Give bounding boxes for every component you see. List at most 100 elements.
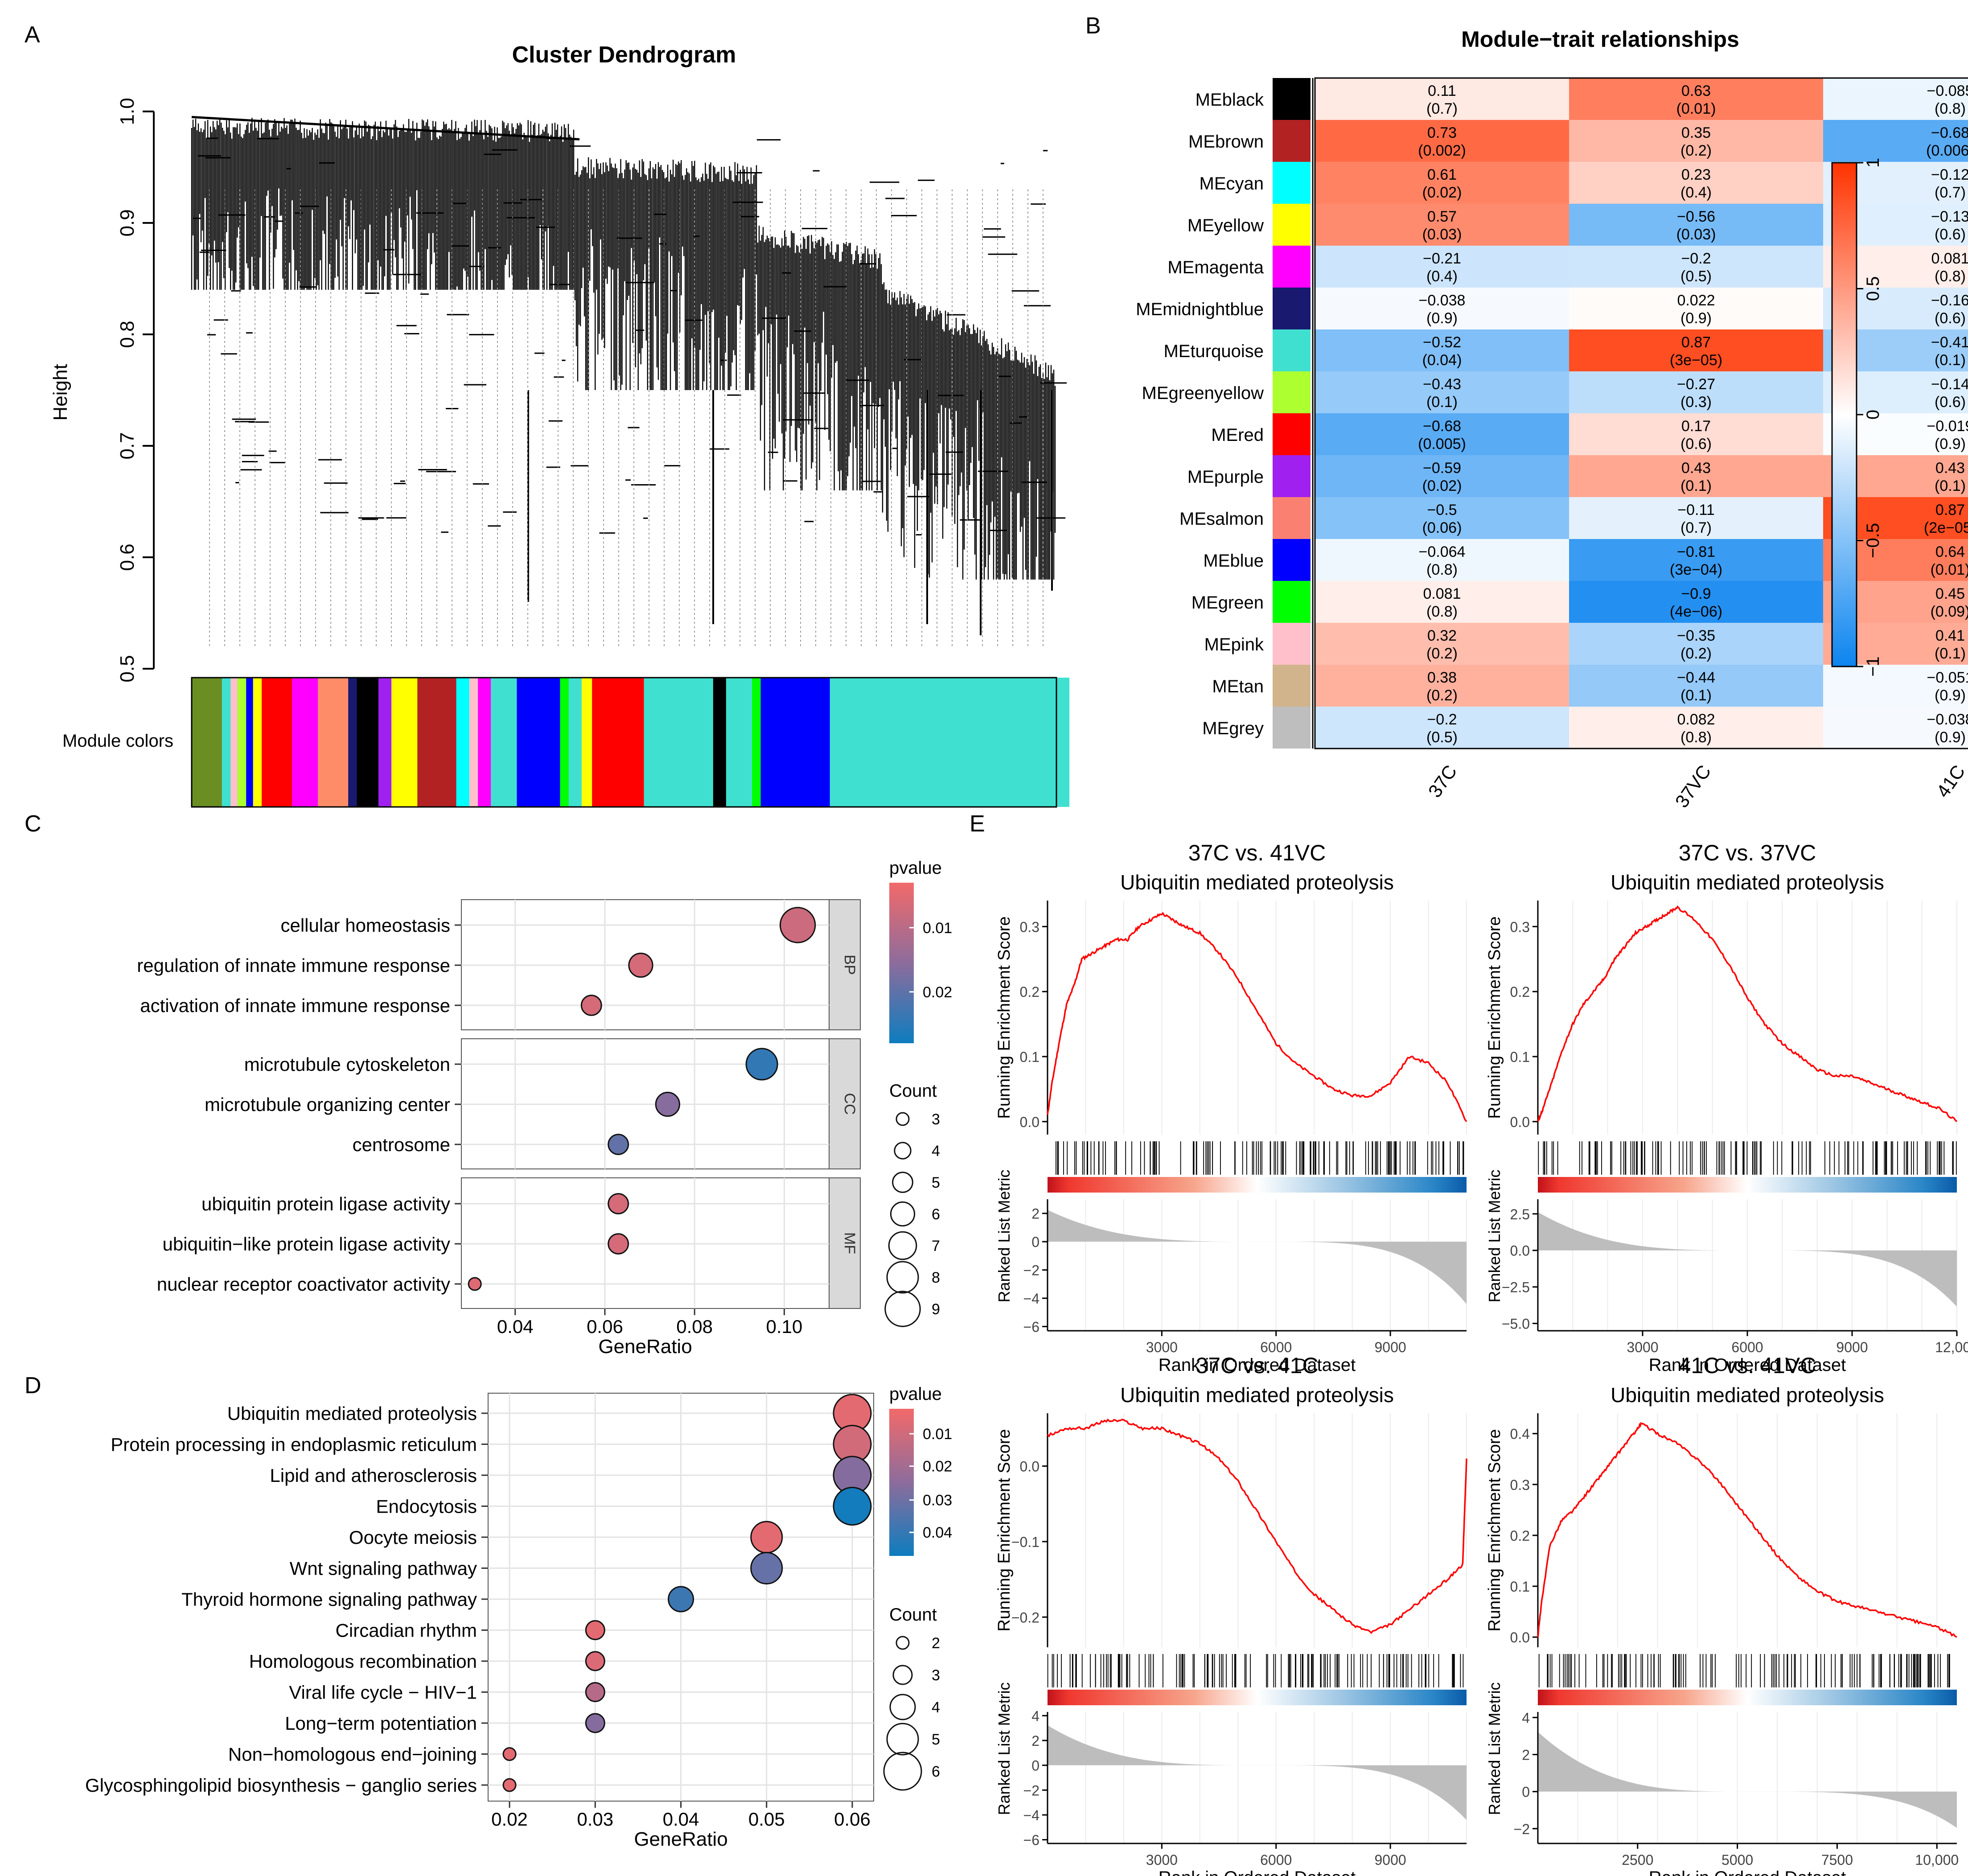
module-band-segment	[348, 678, 357, 807]
gsea-plots: 37C vs. 41VC Ubiquitin mediated proteolys…	[995, 840, 1968, 1876]
heatmap-cell	[1315, 497, 1569, 539]
gsea-es-panel	[1048, 901, 1467, 1135]
dotplot-term-label: regulation of innate immune response	[137, 955, 450, 976]
module-band-frame	[191, 677, 1057, 808]
gsea-metric-tick-label: −6	[1023, 1832, 1039, 1848]
gsea-metric-tick-label: 2	[1031, 1206, 1039, 1222]
heatmap-cell	[1315, 581, 1569, 623]
gsea-es-tick-label: 0.0	[1510, 1114, 1530, 1130]
gsea-metric-ylabel: Ranked List Metric	[995, 1169, 1013, 1302]
gsea-x-tick-label: 9000	[1374, 1339, 1406, 1355]
dotplot-x-tick-label: 0.02	[491, 1809, 528, 1830]
heatmap-cell-pval: (0.006)	[1926, 142, 1968, 159]
heatmap-row-label: MEblue	[1203, 551, 1264, 571]
dotplot-x-tick-label: 0.08	[676, 1316, 713, 1337]
heatmap-cell-cor: 0.64	[1935, 543, 1965, 560]
gsea-hit-marks	[1056, 1141, 1464, 1175]
legend-pvalue-tick-label: 0.03	[923, 1492, 952, 1509]
gsea-plot: 37C vs. 37VC Ubiquitin mediated proteolys…	[1485, 840, 1968, 1375]
panel-label-b: B	[1085, 13, 1101, 39]
heatmap-cell-cor: 0.11	[1428, 82, 1456, 99]
heatmap-row-label: MEgreen	[1191, 593, 1264, 613]
heatmap-module-swatch	[1273, 329, 1311, 371]
gsea-metric-tick-label: −4	[1023, 1807, 1039, 1823]
heatmap-cell-cor: −0.81	[1677, 543, 1715, 560]
module-band-segment	[292, 678, 318, 807]
heatmap-cell-pval: (4e−06)	[1670, 603, 1722, 620]
dotplot-term-label: Oocyte meiosis	[349, 1527, 477, 1548]
heatmap-cell	[1315, 246, 1569, 288]
heatmap-cell-pval: (0.1)	[1426, 394, 1458, 411]
heatmap-cell	[1315, 455, 1569, 497]
heatmap-cell-cor: −0.56	[1677, 208, 1715, 225]
heatmap-cell-cor: 0.73	[1427, 124, 1457, 141]
heatmap-cell	[1315, 78, 1569, 120]
heatmap-frame	[1314, 77, 1968, 749]
gsea-es-curve	[1047, 1418, 1467, 1634]
dotplot-term-label: cellular homeostasis	[280, 915, 450, 936]
legend-count-label: 3	[932, 1111, 940, 1128]
dotplot-term-label: Wnt signaling pathway	[290, 1558, 477, 1579]
gsea-title: 41C vs. 41VC	[1679, 1353, 1816, 1378]
module-band-segment	[237, 678, 247, 807]
dotplot-term-label: Homologous recombination	[249, 1651, 477, 1672]
heatmap-cell-cor: −0.44	[1677, 669, 1715, 686]
heatmap-cell-cor: 0.87	[1681, 334, 1711, 351]
heatmap-cell	[1569, 665, 1823, 707]
heatmap-cell	[1315, 120, 1569, 162]
legend-pvalue-bar	[889, 1409, 914, 1556]
module-band-segment	[592, 678, 644, 807]
legend-count-circle	[888, 1231, 917, 1260]
gsea-subtitle: Ubiquitin mediated proteolysis	[1120, 871, 1394, 894]
dotplot-term-label: Non−homologous end−joining	[228, 1744, 477, 1765]
gsea-es-tick-label: 0.1	[1510, 1579, 1530, 1595]
colorbar-tick-label: 0.5	[1863, 276, 1883, 301]
dotplot-term-label: Long−term potentiation	[285, 1713, 477, 1734]
heatmap-cell-pval: (2e−05)	[1924, 519, 1968, 536]
gsea-title: 37C vs. 41VC	[1188, 840, 1326, 865]
heatmap-cell-cor: −0.13	[1931, 208, 1968, 225]
heatmap-cell-pval: (0.5)	[1426, 729, 1458, 746]
heatmap-cell-pval: (0.7)	[1935, 184, 1966, 201]
heatmap-cell-pval: (0.7)	[1426, 100, 1458, 117]
panel-d: D Ubiquitin mediated proteolysis Protein …	[25, 1373, 952, 1850]
heatmap-cell-cor: 0.081	[1423, 585, 1461, 602]
module-band-segment	[253, 678, 262, 807]
module-band-segment	[760, 678, 830, 807]
dotplot-facet-strip	[829, 899, 861, 1030]
heatmap-cell-cor: −0.41	[1931, 334, 1968, 351]
dotplot-point	[585, 1651, 605, 1671]
heatmap-cell	[1315, 707, 1569, 749]
gsea-rank-colorbar	[1048, 1177, 1467, 1193]
heatmap-row-label: MEturquoise	[1163, 341, 1264, 361]
heatmap-cell-pval: (0.1)	[1935, 477, 1966, 494]
gsea-hit-marks	[1538, 1141, 1957, 1175]
legend-count-label: 6	[932, 1763, 940, 1780]
heatmap-cell	[1823, 707, 1968, 749]
gsea-es-panel	[1048, 1413, 1467, 1647]
gsea-es-tick-label: 0.2	[1510, 1528, 1530, 1544]
legend-pvalue-bar	[889, 883, 914, 1043]
heatmap-cell-cor: 0.43	[1935, 460, 1965, 477]
heatmap-cell-cor: −0.2	[1427, 711, 1457, 728]
legend-count-circle	[892, 1172, 913, 1193]
gsea-x-tick-label: 9000	[1836, 1339, 1868, 1355]
dotplot-term-label: Lipid and atherosclerosis	[270, 1465, 477, 1486]
gsea-title: 37C vs. 37VC	[1679, 840, 1816, 865]
heatmap-cell-cor: 0.63	[1681, 82, 1711, 99]
module-band-segment	[246, 678, 253, 807]
module-band-segment	[417, 678, 456, 807]
panel-a: A Cluster Dendrogram Height 0.5 0.6 0.7 0.8…	[25, 22, 1070, 808]
heatmap-cell	[1569, 539, 1823, 581]
dotplot-term-label: Thyroid hormone signaling pathway	[181, 1589, 477, 1610]
gsea-hit-marks	[1538, 1654, 1950, 1687]
heatmap-module-swatch	[1273, 413, 1311, 455]
heatmap-cell-pval: (0.2)	[1426, 687, 1458, 704]
heatmap-module-swatch	[1273, 623, 1311, 665]
dotplot-x-tick-label: 0.05	[748, 1809, 785, 1830]
heatmap-row-label: MEblack	[1196, 90, 1264, 110]
heatmap-row-label: MEgreenyellow	[1142, 383, 1264, 403]
heatmap-cell-pval: (0.5)	[1680, 268, 1712, 285]
heatmap-module-swatch	[1273, 204, 1311, 246]
panel-e: E 37C vs. 41VC Ubiquitin mediated proteol…	[970, 811, 1968, 1876]
